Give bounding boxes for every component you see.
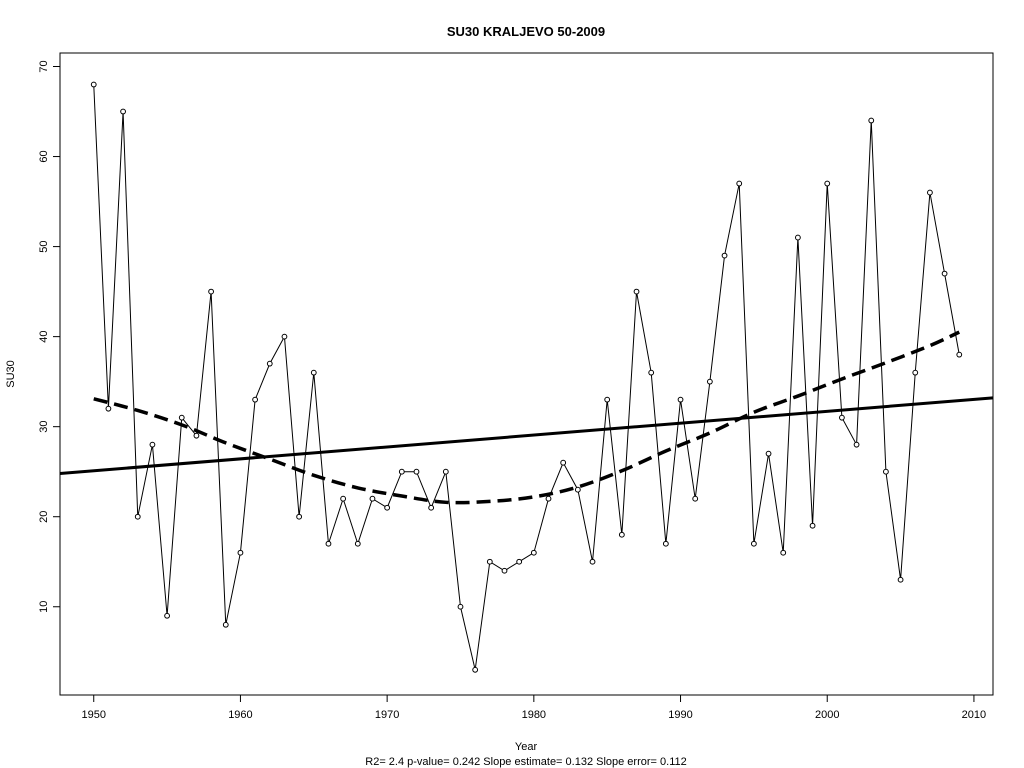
data-point bbox=[369, 495, 376, 502]
axis-ticks: 1950 1960 1970 1980 1990 2000 2010102030405060… bbox=[38, 60, 986, 721]
data-point bbox=[780, 549, 787, 556]
data-point bbox=[545, 495, 552, 502]
x-tick-label: 1990 bbox=[668, 709, 692, 721]
data-point bbox=[589, 558, 596, 565]
data-point bbox=[310, 369, 317, 376]
y-tick-label: 50 bbox=[38, 240, 50, 252]
y-tick-label: 10 bbox=[38, 601, 50, 613]
data-point bbox=[413, 468, 420, 475]
data-point bbox=[941, 270, 948, 277]
smooth-curve-layer bbox=[93, 330, 960, 505]
data-point bbox=[648, 369, 655, 376]
plot-frame bbox=[59, 52, 994, 696]
data-point bbox=[222, 621, 229, 628]
data-point bbox=[897, 576, 904, 583]
data-point bbox=[178, 414, 185, 421]
data-point bbox=[486, 558, 493, 565]
data-point bbox=[927, 189, 933, 196]
data-point bbox=[824, 180, 831, 187]
data-point bbox=[354, 540, 361, 547]
series-line bbox=[93, 84, 960, 670]
data-point bbox=[956, 351, 963, 358]
data-point bbox=[677, 396, 684, 403]
x-tick-label: 1960 bbox=[228, 709, 252, 721]
data-point bbox=[149, 441, 156, 448]
y-tick-label: 70 bbox=[38, 60, 50, 72]
data-point bbox=[633, 288, 640, 295]
data-point bbox=[839, 414, 845, 421]
smooth-curve bbox=[93, 330, 960, 505]
data-point bbox=[912, 369, 919, 376]
stats-footer: R2= 2.4 p-value= 0.242 Slope estimate= 0… bbox=[365, 756, 686, 768]
x-tick-label: 2000 bbox=[815, 709, 839, 721]
x-tick-label: 1980 bbox=[522, 709, 546, 721]
data-point bbox=[428, 504, 435, 511]
trend-line bbox=[59, 396, 994, 475]
data-point bbox=[853, 441, 860, 448]
data-point bbox=[883, 468, 889, 475]
data-point bbox=[120, 108, 126, 115]
data-point bbox=[281, 333, 288, 340]
trend-line-layer bbox=[59, 396, 994, 475]
data-point bbox=[384, 504, 391, 511]
data-point bbox=[736, 180, 743, 187]
data-point bbox=[574, 486, 581, 493]
data-point bbox=[252, 396, 259, 403]
data-point bbox=[266, 360, 273, 367]
data-point bbox=[706, 378, 713, 385]
data-point bbox=[442, 468, 449, 475]
data-point bbox=[530, 549, 537, 556]
data-point bbox=[164, 612, 170, 619]
data-point bbox=[750, 540, 757, 547]
data-point bbox=[237, 549, 244, 556]
data-point bbox=[340, 495, 347, 502]
data-point bbox=[296, 513, 303, 520]
data-point bbox=[604, 396, 611, 403]
data-point bbox=[208, 288, 214, 295]
chart-title: SU30 KRALJEVO 50-2009 bbox=[447, 24, 605, 39]
data-point bbox=[472, 666, 479, 673]
x-axis-label: Year bbox=[515, 741, 538, 753]
data-point bbox=[560, 459, 567, 466]
y-tick-label: 20 bbox=[38, 511, 50, 523]
data-point bbox=[398, 468, 405, 475]
data-point bbox=[618, 531, 625, 538]
data-point bbox=[501, 567, 508, 574]
data-point bbox=[105, 405, 112, 412]
y-tick-label: 40 bbox=[38, 331, 50, 343]
data-point bbox=[794, 234, 801, 241]
series-layer bbox=[90, 81, 963, 673]
data-point bbox=[90, 81, 97, 88]
data-point bbox=[809, 522, 816, 529]
data-point bbox=[662, 540, 669, 547]
x-tick-label: 2010 bbox=[962, 709, 986, 721]
y-tick-label: 60 bbox=[38, 150, 50, 162]
data-point bbox=[765, 450, 772, 457]
x-tick-label: 1950 bbox=[81, 709, 105, 721]
data-point bbox=[325, 540, 332, 547]
data-point bbox=[134, 513, 141, 520]
data-point bbox=[516, 558, 523, 565]
y-axis-label: SU30 bbox=[5, 360, 17, 388]
data-point bbox=[721, 252, 728, 259]
x-tick-label: 1970 bbox=[375, 709, 399, 721]
data-point bbox=[457, 603, 464, 610]
y-tick-label: 30 bbox=[38, 421, 50, 433]
data-point bbox=[692, 495, 699, 502]
data-point bbox=[868, 117, 875, 124]
data-point bbox=[193, 432, 200, 439]
